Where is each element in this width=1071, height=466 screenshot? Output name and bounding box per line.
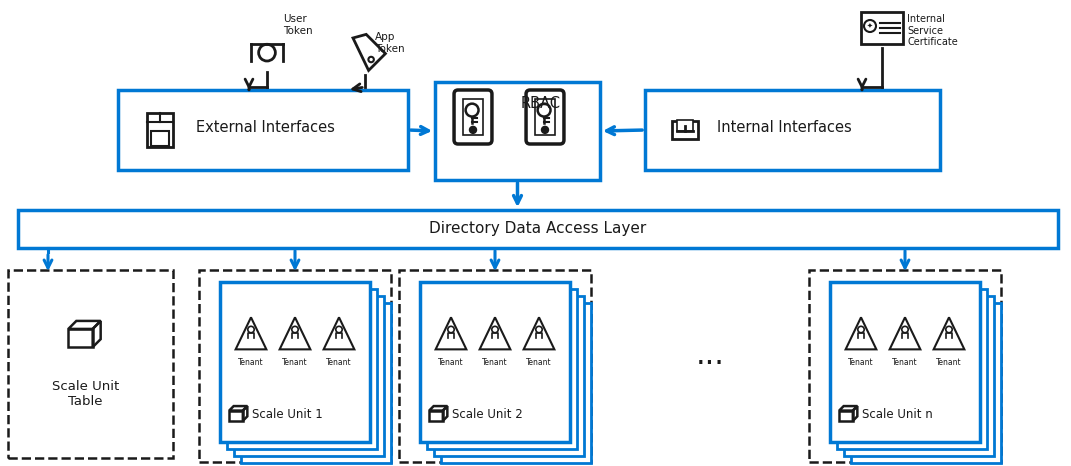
Text: Scale Unit 1: Scale Unit 1	[252, 407, 322, 420]
Text: Scale Unit n: Scale Unit n	[862, 407, 933, 420]
FancyBboxPatch shape	[851, 303, 1001, 463]
FancyBboxPatch shape	[645, 90, 940, 170]
FancyBboxPatch shape	[435, 82, 600, 180]
FancyBboxPatch shape	[151, 130, 169, 146]
FancyBboxPatch shape	[420, 282, 570, 442]
Text: Tenant: Tenant	[936, 358, 962, 367]
FancyBboxPatch shape	[241, 303, 391, 463]
FancyBboxPatch shape	[118, 90, 408, 170]
Text: RBAC: RBAC	[521, 96, 561, 111]
FancyBboxPatch shape	[227, 289, 377, 449]
Text: Tenant: Tenant	[238, 358, 263, 367]
Text: Tenant: Tenant	[892, 358, 918, 367]
Text: App
Token: App Token	[375, 32, 405, 54]
Text: Tenant: Tenant	[282, 358, 307, 367]
FancyBboxPatch shape	[677, 120, 693, 131]
FancyBboxPatch shape	[463, 99, 483, 135]
FancyBboxPatch shape	[441, 303, 591, 463]
Text: Internal Interfaces: Internal Interfaces	[716, 121, 851, 136]
FancyBboxPatch shape	[427, 289, 577, 449]
Text: Tenant: Tenant	[327, 358, 351, 367]
Text: Scale Unit 2: Scale Unit 2	[452, 407, 523, 420]
FancyBboxPatch shape	[830, 282, 980, 442]
FancyBboxPatch shape	[434, 296, 584, 456]
Text: Directory Data Access Layer: Directory Data Access Layer	[429, 221, 647, 237]
Text: Tenant: Tenant	[482, 358, 508, 367]
Text: User
Token: User Token	[283, 14, 313, 35]
FancyBboxPatch shape	[199, 270, 391, 462]
FancyBboxPatch shape	[673, 121, 697, 139]
Text: External Interfaces: External Interfaces	[196, 121, 335, 136]
Text: ✦: ✦	[868, 23, 873, 29]
FancyBboxPatch shape	[220, 282, 369, 442]
FancyBboxPatch shape	[454, 90, 492, 144]
FancyBboxPatch shape	[844, 296, 994, 456]
FancyBboxPatch shape	[7, 270, 174, 458]
Text: Scale Unit
Table: Scale Unit Table	[51, 380, 119, 408]
FancyBboxPatch shape	[526, 90, 564, 144]
Text: Tenant: Tenant	[438, 358, 464, 367]
FancyBboxPatch shape	[861, 12, 903, 44]
FancyBboxPatch shape	[233, 296, 384, 456]
FancyBboxPatch shape	[147, 113, 172, 147]
FancyBboxPatch shape	[536, 99, 555, 135]
Text: ...: ...	[695, 341, 724, 370]
FancyBboxPatch shape	[838, 289, 987, 449]
Circle shape	[542, 126, 548, 133]
Circle shape	[469, 126, 477, 133]
Text: Tenant: Tenant	[848, 358, 874, 367]
Text: Internal
Service
Certificate: Internal Service Certificate	[907, 14, 957, 47]
FancyBboxPatch shape	[399, 270, 591, 462]
Circle shape	[368, 57, 374, 62]
FancyBboxPatch shape	[18, 210, 1058, 248]
FancyBboxPatch shape	[809, 270, 1001, 462]
Text: Tenant: Tenant	[526, 358, 552, 367]
